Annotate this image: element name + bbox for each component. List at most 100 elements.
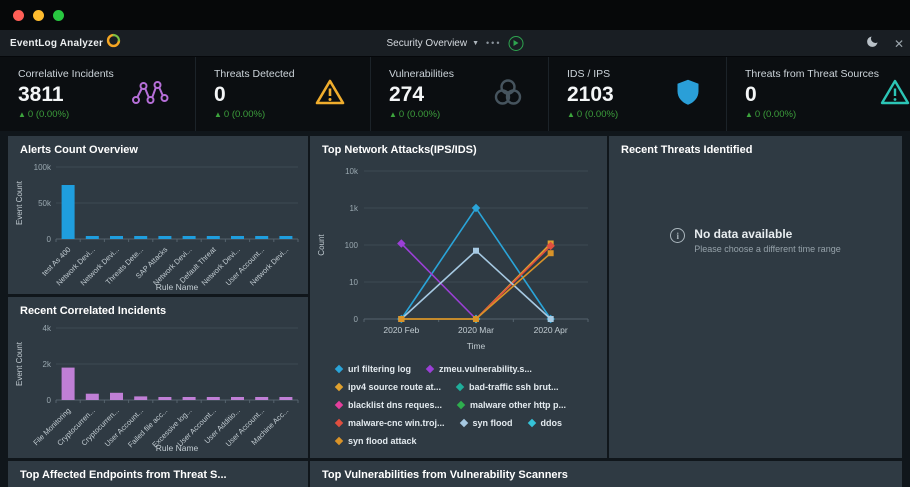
kpi-delta: ▲ 0 (0.00%) (745, 109, 797, 120)
legend-label: syn flood attack (348, 436, 417, 446)
legend-label: bad-traffic ssh brut... (469, 382, 559, 392)
empty-state-title: No data available (694, 227, 793, 241)
svg-text:Event Count: Event Count (15, 341, 24, 386)
delta-up-icon: ▲ (745, 110, 753, 119)
kpi-delta: ▲ 0 (0.00%) (567, 109, 619, 120)
kpi-value: 274 (389, 83, 425, 106)
legend-marker-icon (527, 418, 536, 428)
panel-title: Top Vulnerabilities from Vulnerability S… (322, 469, 568, 481)
app-logo: EventLog Analyzer (0, 33, 121, 53)
panel-top-network-attacks: Top Network Attacks(IPS/IDS) 0 10 100 1k 10k… (310, 136, 607, 458)
panel-alerts-count-overview: Alerts Count Overview 0 50k 100k test As 40… (8, 136, 308, 294)
window-minimize-button[interactable] (33, 10, 44, 21)
delta-up-icon: ▲ (567, 110, 575, 119)
legend-marker-icon (334, 418, 344, 428)
svg-text:100k: 100k (34, 163, 52, 172)
panel-title: Recent Threats Identified (621, 144, 753, 156)
kpi-label: Vulnerabilities (389, 68, 454, 80)
dark-mode-moon-icon[interactable] (866, 34, 880, 53)
window-zoom-button[interactable] (53, 10, 64, 21)
kpi-value: 0 (214, 83, 226, 106)
kpi-delta: ▲ 0 (0.00%) (214, 109, 266, 120)
legend-item[interactable]: url filtering log (334, 364, 411, 374)
info-icon: i (670, 228, 686, 243)
svg-text:50k: 50k (38, 199, 52, 208)
svg-text:Rule Name: Rule Name (156, 282, 199, 292)
legend-label: ddos (540, 418, 563, 428)
legend-item[interactable]: ipv4 source route at... (334, 382, 442, 392)
chart-legend: url filtering log zmeu.vulnerability.s...… (310, 362, 607, 446)
legend-item[interactable]: bad-traffic ssh brut... (455, 382, 559, 392)
dashboard-menu-dots[interactable]: ••• (486, 38, 502, 48)
dashboard-selector[interactable]: Security Overview ▼ (387, 38, 480, 49)
legend-label: ipv4 source route at... (348, 382, 442, 392)
header-close-icon[interactable]: ✕ (893, 36, 904, 51)
kpi-label: Threats from Threat Sources (745, 68, 880, 80)
legend-item[interactable]: ddos (527, 418, 563, 428)
kpi-value: 0 (745, 83, 757, 106)
empty-state: i No data available Please choose a diff… (609, 227, 902, 254)
legend-item[interactable]: blacklist dns reques... (334, 400, 443, 410)
chevron-down-icon: ▼ (472, 39, 480, 47)
legend-item[interactable]: syn flood (459, 418, 513, 428)
brand-swirl-icon (106, 33, 121, 53)
panel-recent-threats-identified: Recent Threats Identified i No data avai… (609, 136, 902, 458)
slideshow-play-button[interactable] (508, 35, 524, 51)
panel-top-affected-endpoints: Top Affected Endpoints from Threat S... (8, 461, 308, 487)
kpi-delta: ▲ 0 (0.00%) (389, 109, 441, 120)
svg-text:10: 10 (349, 278, 358, 287)
network-attacks-line-chart: 0 10 100 1k 10k 2020 Feb 2020 Mar 2020 Apr Count… (312, 159, 607, 362)
kpi-delta: ▲ 0 (0.00%) (18, 109, 70, 120)
svg-text:Count: Count (317, 234, 326, 256)
kpi-ids-ips[interactable]: IDS / IPS 2103 ▲ 0 (0.00%) (548, 57, 726, 131)
legend-marker-icon (456, 400, 466, 410)
svg-text:2020 Mar: 2020 Mar (458, 325, 494, 335)
svg-text:Event Count: Event Count (15, 180, 24, 225)
kpi-label: Correlative Incidents (18, 68, 114, 80)
legend-marker-icon (334, 382, 344, 392)
svg-text:2020 Feb: 2020 Feb (383, 325, 419, 335)
legend-item[interactable]: zmeu.vulnerability.s... (425, 364, 532, 374)
shield-icon (674, 77, 702, 112)
svg-text:10k: 10k (345, 167, 359, 176)
delta-up-icon: ▲ (18, 110, 26, 119)
kpi-threats-detected[interactable]: Threats Detected 0 ▲ 0 (0.00%) (195, 57, 370, 131)
legend-marker-icon (459, 418, 468, 428)
legend-label: syn flood (472, 418, 513, 428)
panel-recent-correlated-incidents: Recent Correlated Incidents 0 2k 4k File Mo… (8, 297, 308, 458)
warning-triangle-icon (314, 77, 346, 112)
svg-text:Rule Name: Rule Name (156, 443, 199, 453)
legend-label: zmeu.vulnerability.s... (439, 364, 532, 374)
delta-up-icon: ▲ (214, 110, 222, 119)
app-title: EventLog Analyzer (10, 37, 104, 49)
legend-label: blacklist dns reques... (348, 400, 443, 410)
window-titlebar (0, 0, 910, 30)
alerts-count-bar-chart: 0 50k 100k test As 400 Network Devi... Networ… (10, 159, 308, 298)
legend-item[interactable]: malware-cnc win.troj... (334, 418, 445, 428)
kpi-value: 3811 (18, 83, 64, 106)
panel-title: Alerts Count Overview (20, 144, 138, 156)
legend-marker-icon (334, 436, 344, 446)
legend-label: malware other http p... (470, 400, 567, 410)
legend-marker-icon (425, 364, 435, 374)
panel-top-vulnerabilities: Top Vulnerabilities from Vulnerability S… (310, 461, 902, 487)
kpi-label: Threats Detected (214, 68, 295, 80)
legend-item[interactable]: malware other http p... (456, 400, 567, 410)
legend-item[interactable]: syn flood attack (334, 436, 417, 446)
alert-triangle-icon (879, 77, 910, 112)
correlated-incidents-bar-chart: 0 2k 4k File Monitoring Cryptocurren... Crypt… (10, 320, 308, 459)
svg-text:0: 0 (47, 396, 52, 405)
svg-text:0: 0 (47, 235, 52, 244)
legend-marker-icon (334, 400, 344, 410)
kpi-vulnerabilities[interactable]: Vulnerabilities 274 ▲ 0 (0.00%) (370, 57, 548, 131)
window-close-button[interactable] (13, 10, 24, 21)
kpi-band: Correlative Incidents 3811 ▲ 0 (0.00%) Th… (0, 57, 910, 131)
molecule-icon (129, 76, 171, 113)
svg-text:2020 Apr: 2020 Apr (534, 325, 568, 335)
svg-text:4k: 4k (43, 324, 52, 333)
kpi-correlative-incidents[interactable]: Correlative Incidents 3811 ▲ 0 (0.00%) (0, 57, 195, 131)
legend-label: url filtering log (348, 364, 411, 374)
svg-text:0: 0 (354, 315, 359, 324)
kpi-threats-from-threat-sources[interactable]: Threats from Threat Sources 0 ▲ 0 (0.00%) (726, 57, 910, 131)
